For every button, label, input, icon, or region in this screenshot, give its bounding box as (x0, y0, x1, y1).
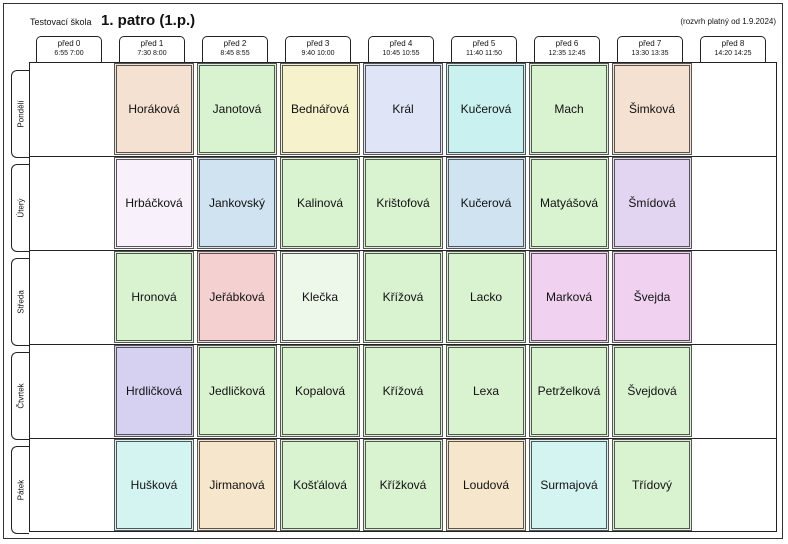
lesson-cell[interactable]: Jirmanová (197, 439, 277, 531)
lesson-cell[interactable]: Kalinová (280, 157, 360, 249)
period-name: před 2 (223, 39, 247, 48)
lesson-cell[interactable]: Horáková (114, 63, 194, 155)
day-label-friday: Pátek (11, 446, 29, 534)
lesson-cell[interactable]: Hrdličková (114, 345, 194, 437)
lesson-cell[interactable]: Jankovský (197, 157, 277, 249)
day-label-text: Pondělí (16, 100, 25, 128)
row-divider (29, 156, 777, 157)
lesson-cell[interactable]: Král (363, 63, 443, 155)
lesson-cell[interactable]: Švejdová (612, 345, 692, 437)
period-time: 7:30 8:00 (137, 50, 167, 57)
timetable-frame (3, 3, 783, 539)
lesson-cell[interactable]: Hušková (114, 439, 194, 531)
period-header-4: před 4 10:45 10:55 (368, 36, 434, 62)
lesson-cell[interactable]: Křížková (363, 439, 443, 531)
lesson-cell[interactable]: Jeřábková (197, 251, 277, 343)
page-title: 1. patro (1.p.) (101, 12, 196, 29)
lesson-cell[interactable]: Loudová (446, 439, 526, 531)
timetable-grid (29, 62, 777, 532)
period-time: 9:40 10:00 (301, 50, 335, 57)
lesson-cell[interactable]: Lacko (446, 251, 526, 343)
period-header-0: před 0 6:55 7:00 (36, 36, 102, 62)
row-divider (29, 438, 777, 439)
lesson-cell[interactable]: Šmídová (612, 157, 692, 249)
lesson-cell[interactable]: Mach (529, 63, 609, 155)
day-label-text: Středa (16, 290, 25, 314)
lesson-cell[interactable]: Krištofová (363, 157, 443, 249)
period-header-5: před 5 11:40 11:50 (451, 36, 517, 62)
period-time: 10:45 10:55 (382, 50, 420, 57)
period-header-2: před 2 8:45 8:55 (202, 36, 268, 62)
day-label-wednesday: Středa (11, 258, 29, 346)
period-time: 14:20 14:25 (714, 50, 752, 57)
day-label-thursday: Čtvrtek (11, 352, 29, 440)
period-name: před 1 (140, 39, 164, 48)
period-name: před 4 (389, 39, 413, 48)
lesson-cell[interactable]: Kopalová (280, 345, 360, 437)
period-time: 6:55 7:00 (54, 50, 84, 57)
lesson-cell[interactable]: Petrželková (529, 345, 609, 437)
school-name: Testovací škola (30, 17, 92, 27)
lesson-cell[interactable]: Matyášová (529, 157, 609, 249)
row-divider (29, 344, 777, 345)
lesson-cell[interactable]: Košťálová (280, 439, 360, 531)
lesson-cell[interactable]: Surmajová (529, 439, 609, 531)
day-label-monday: Pondělí (11, 70, 29, 158)
day-label-tuesday: Úterý (11, 164, 29, 252)
lesson-cell[interactable]: Kučerová (446, 157, 526, 249)
period-name: před 5 (472, 39, 496, 48)
validity-note: (rozvrh platný od 1.9.2024) (680, 17, 776, 26)
lesson-cell[interactable]: Švejda (612, 251, 692, 343)
lesson-cell[interactable]: Křížová (363, 251, 443, 343)
day-label-text: Pátek (16, 479, 25, 501)
period-name: před 7 (638, 39, 662, 48)
period-header-7: před 7 13:30 13:35 (617, 36, 683, 62)
period-header-6: před 6 12:35 12:45 (534, 36, 600, 62)
period-header-3: před 3 9:40 10:00 (285, 36, 351, 62)
row-divider (29, 250, 777, 251)
lesson-cell[interactable]: Třídový (612, 439, 692, 531)
lesson-cell[interactable]: Janotová (197, 63, 277, 155)
period-time: 11:40 11:50 (466, 50, 502, 57)
lesson-cell[interactable]: Jedličková (197, 345, 277, 437)
lesson-cell[interactable]: Marková (529, 251, 609, 343)
lesson-cell[interactable]: Křížová (363, 345, 443, 437)
period-name: před 0 (57, 39, 81, 48)
period-name: před 3 (306, 39, 330, 48)
lesson-cell[interactable]: Kučerová (446, 63, 526, 155)
lesson-cell[interactable]: Lexa (446, 345, 526, 437)
day-label-text: Čtvrtek (16, 383, 25, 409)
lesson-cell[interactable]: Bednářová (280, 63, 360, 155)
period-header-8: před 8 14:20 14:25 (700, 36, 766, 62)
period-name: před 6 (555, 39, 579, 48)
day-label-text: Úterý (16, 198, 25, 218)
period-name: před 8 (721, 39, 745, 48)
lesson-cell[interactable]: Hrbáčková (114, 157, 194, 249)
lesson-cell[interactable]: Klečka (280, 251, 360, 343)
period-time: 8:45 8:55 (220, 50, 250, 57)
period-header-1: před 1 7:30 8:00 (119, 36, 185, 62)
period-time: 12:35 12:45 (548, 50, 586, 57)
period-time: 13:30 13:35 (631, 50, 669, 57)
lesson-cell[interactable]: Šimková (612, 63, 692, 155)
lesson-cell[interactable]: Hronová (114, 251, 194, 343)
